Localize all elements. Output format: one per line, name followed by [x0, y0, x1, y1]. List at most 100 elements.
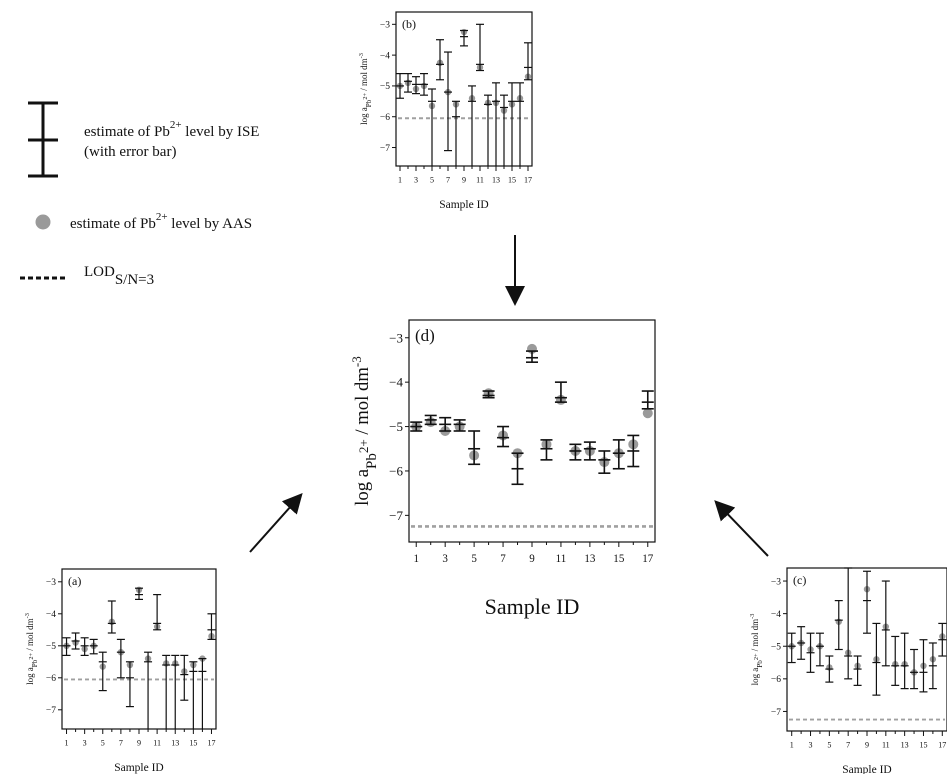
x-tick-label: 11	[882, 741, 890, 750]
y-tick-label: −3	[380, 21, 390, 31]
ise-errorbar	[116, 638, 125, 679]
y-tick-label: −5	[380, 82, 390, 92]
ise-errorbar	[508, 82, 516, 166]
y-axis-label: log aPb2+ / mol dm-3	[24, 613, 39, 685]
y-tick-label: −7	[771, 708, 781, 718]
panel-label: (a)	[68, 574, 81, 588]
y-tick-label: −4	[46, 610, 56, 620]
x-tick-label: 13	[492, 176, 500, 185]
ise-errorbar	[162, 654, 171, 729]
ise-errorbar	[900, 632, 909, 690]
arrow-c-to-d	[714, 500, 769, 557]
legend-aas-label: estimate of Pb2+ level by AAS	[70, 211, 252, 232]
ise-errorbar	[436, 39, 444, 81]
ise-errorbar	[872, 622, 881, 696]
ise-errorbar	[452, 100, 460, 166]
x-tick-label: 3	[83, 739, 87, 748]
x-tick-label: 15	[613, 553, 625, 565]
ise-errorbar	[938, 622, 947, 657]
y-tick-label: −6	[771, 675, 781, 685]
ise-errorbar	[144, 651, 153, 729]
x-tick-label: 7	[446, 176, 450, 185]
x-tick-label: 3	[442, 553, 448, 565]
y-tick-label: −3	[389, 330, 403, 345]
ise-errorbar	[476, 23, 484, 72]
y-tick-label: −6	[380, 113, 390, 123]
panel-label: (b)	[402, 17, 416, 31]
y-axis-label: log aPb2+ / mol dm-3	[749, 614, 764, 686]
ise-errorbar	[198, 657, 207, 729]
y-tick-label: −4	[389, 375, 403, 390]
x-tick-label: 11	[153, 739, 161, 748]
x-tick-label: 7	[500, 553, 506, 565]
ise-errorbar	[919, 639, 928, 693]
ise-errorbar	[569, 443, 582, 461]
x-tick-label: 1	[413, 553, 419, 565]
ise-errorbar	[153, 593, 162, 631]
ise-errorbar	[424, 414, 437, 426]
x-tick-label: 17	[207, 739, 215, 748]
x-tick-label: 9	[137, 739, 141, 748]
ise-errorbar	[825, 655, 834, 683]
ise-errorbar	[482, 390, 495, 399]
legend-ise-symbol	[28, 101, 58, 178]
ise-errorbar	[420, 72, 428, 96]
ise-errorbar	[396, 72, 404, 99]
ise-errorbar	[460, 29, 468, 47]
panel-label: (d)	[415, 326, 435, 345]
ise-errorbar	[526, 350, 538, 363]
x-tick-label: 17	[938, 741, 946, 750]
ise-errorbar	[89, 638, 98, 655]
x-axis-label: Sample ID	[114, 762, 164, 774]
legend-lod-label: LODS/N=3	[84, 264, 154, 288]
x-tick-label: 5	[471, 553, 477, 565]
ise-errorbar	[500, 94, 508, 166]
legend-aas-marker	[35, 214, 51, 230]
x-tick-label: 1	[65, 739, 69, 748]
y-tick-label: −4	[380, 51, 390, 61]
ise-errorbar	[468, 430, 481, 466]
x-tick-label: 1	[790, 741, 794, 750]
ise-errorbar	[98, 651, 107, 692]
ise-errorbar	[598, 450, 611, 474]
ise-errorbar	[207, 613, 216, 641]
x-tick-label: 13	[171, 739, 179, 748]
y-tick-label: −5	[771, 643, 781, 653]
y-tick-label: −6	[389, 464, 403, 479]
ise-errorbar	[797, 626, 806, 660]
ise-errorbar	[492, 82, 500, 166]
ise-errorbar	[540, 439, 553, 461]
x-tick-label: 7	[119, 739, 123, 748]
ise-errorbar	[853, 655, 862, 686]
ise-errorbar	[891, 635, 900, 686]
ise-errorbar	[844, 567, 853, 680]
legend-ise-label: estimate of Pb2+ level by ISE	[84, 119, 259, 140]
x-tick-label: 5	[101, 739, 105, 748]
arrow-a-to-d	[249, 493, 303, 553]
x-tick-label: 15	[508, 176, 516, 185]
x-tick-label: 17	[642, 553, 654, 565]
ise-errorbar	[497, 425, 510, 448]
x-tick-label: 15	[189, 739, 197, 748]
legend-ise-note: (with error bar)	[84, 144, 176, 160]
x-tick-label: 13	[584, 553, 596, 565]
y-axis-label: log aPb2+ / mol dm-3	[358, 53, 373, 125]
y-axis-label: log aPb2+ / mol dm-3	[349, 356, 380, 506]
ise-errorbar	[554, 381, 567, 403]
x-tick-label: 9	[865, 741, 869, 750]
ise-errorbar	[107, 600, 116, 634]
x-tick-label: 15	[919, 741, 927, 750]
y-tick-label: −7	[46, 706, 56, 716]
ise-errorbar	[881, 580, 890, 667]
ise-errorbar	[171, 654, 180, 729]
ise-errorbar	[627, 434, 640, 468]
ise-errorbar	[180, 654, 189, 701]
y-tick-label: −3	[771, 577, 781, 587]
ise-errorbar	[80, 637, 89, 657]
x-axis-label: Sample ID	[439, 199, 489, 211]
